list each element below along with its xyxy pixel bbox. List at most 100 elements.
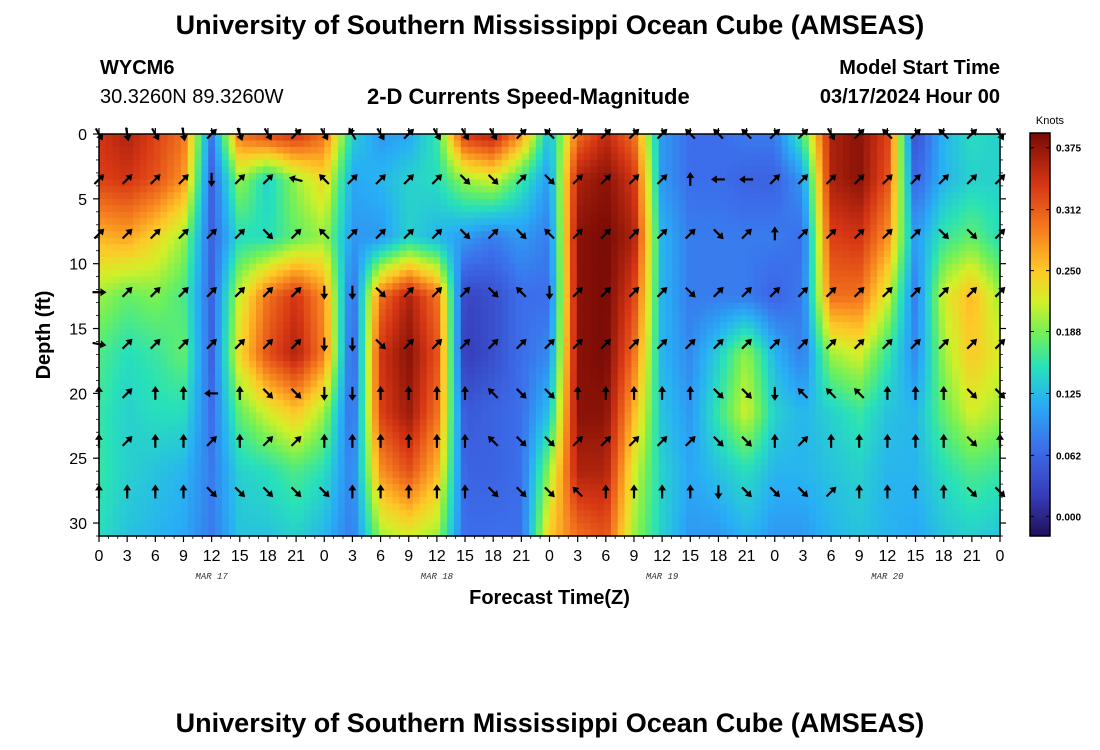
heatmap-cell	[542, 205, 551, 213]
heatmap-cell	[399, 393, 407, 401]
heatmap-cell	[372, 510, 380, 518]
heatmap-cell	[160, 529, 168, 537]
heatmap-cell	[201, 276, 209, 284]
heatmap-cell	[604, 250, 612, 258]
heatmap-cell	[474, 198, 482, 206]
heatmap-cell	[139, 192, 148, 200]
heatmap-cell	[529, 432, 537, 440]
heatmap-cell	[276, 373, 284, 381]
heatmap-cell	[358, 425, 366, 433]
heatmap-cell	[501, 289, 510, 297]
heatmap-cell	[590, 224, 598, 232]
heatmap-cell	[535, 179, 544, 187]
heatmap-cell	[187, 477, 196, 485]
heatmap-cell	[139, 484, 148, 492]
heatmap-cell	[412, 393, 421, 401]
heatmap-cell	[365, 328, 373, 336]
heatmap-cell	[324, 458, 332, 466]
heatmap-cell	[337, 484, 346, 492]
heatmap-cell	[631, 237, 639, 245]
heatmap-cell	[146, 159, 155, 168]
heatmap-cell	[208, 425, 216, 433]
heatmap-cell	[515, 425, 523, 433]
heatmap-cell	[358, 503, 366, 511]
heatmap-cell	[126, 283, 134, 291]
heatmap-cell	[583, 367, 592, 375]
heatmap-cell	[440, 516, 448, 524]
heatmap-cell	[351, 250, 359, 258]
heatmap-cell	[194, 419, 202, 427]
heatmap-cell	[235, 347, 243, 356]
heatmap-cell	[337, 140, 346, 148]
heatmap-cell	[290, 140, 298, 148]
heatmap-cell	[221, 257, 230, 265]
heatmap-cell	[610, 263, 619, 271]
heatmap-cell	[235, 302, 243, 310]
heatmap-cell	[119, 270, 127, 278]
heatmap-cell	[215, 445, 223, 453]
heatmap-cell	[535, 166, 544, 174]
heatmap-cell	[324, 153, 332, 161]
heatmap-cell	[146, 218, 155, 226]
heatmap-cell	[174, 367, 182, 375]
heatmap-cell	[249, 276, 257, 284]
heatmap-cell	[201, 335, 209, 343]
heatmap-cell	[249, 451, 257, 459]
heatmap-cell	[638, 497, 646, 505]
heatmap-cell	[290, 302, 298, 310]
heatmap-cell	[440, 477, 448, 485]
heatmap-cell	[290, 484, 298, 492]
heatmap-cell	[174, 263, 182, 271]
heatmap-cell	[99, 322, 107, 330]
heatmap-cell	[406, 283, 414, 291]
heatmap-cell	[453, 458, 462, 466]
heatmap-cell	[119, 153, 127, 161]
heatmap-cell	[310, 205, 319, 213]
heatmap-cell	[303, 490, 312, 498]
heatmap-cell	[583, 309, 592, 317]
heatmap-cell	[583, 146, 592, 155]
heatmap-cell	[385, 185, 394, 193]
heatmap-cell	[242, 250, 250, 258]
heatmap-cell	[174, 134, 182, 142]
heatmap-cell	[174, 341, 182, 349]
heatmap-cell	[119, 516, 127, 524]
heatmap-cell	[290, 445, 298, 453]
heatmap-cell	[139, 302, 148, 310]
heatmap-cell	[310, 510, 319, 518]
heatmap-cell	[283, 185, 291, 193]
heatmap-cell	[467, 198, 476, 206]
heatmap-cell	[310, 179, 319, 187]
heatmap-cell	[604, 153, 612, 161]
heatmap-cell	[440, 192, 448, 200]
heatmap-cell	[549, 451, 557, 459]
heatmap-cell	[139, 464, 148, 472]
heatmap-cell	[597, 464, 605, 472]
heatmap-cell	[126, 529, 134, 537]
heatmap-cell	[406, 276, 414, 284]
heatmap-cell	[324, 412, 332, 420]
heatmap-cell	[433, 146, 441, 155]
heatmap-cell	[447, 484, 455, 492]
heatmap-cell	[139, 283, 148, 291]
heatmap-cell	[412, 367, 421, 375]
heatmap-cell	[583, 231, 592, 239]
heatmap-cell	[378, 438, 387, 446]
heatmap-cell	[631, 192, 639, 200]
heatmap-cell	[426, 516, 435, 524]
heatmap-cell	[235, 399, 243, 407]
heatmap-cell	[365, 419, 373, 427]
heatmap-cell	[372, 373, 380, 381]
heatmap-cell	[242, 367, 250, 375]
heatmap-cell	[467, 263, 476, 271]
heatmap-cell	[412, 380, 421, 388]
heatmap-cell	[535, 134, 544, 142]
heatmap-cell	[133, 367, 141, 375]
heatmap-cell	[631, 380, 639, 388]
heatmap-cell	[351, 218, 359, 226]
heatmap-cell	[392, 237, 400, 245]
heatmap-cell	[399, 529, 407, 537]
heatmap-cell	[351, 328, 359, 336]
heatmap-cell	[99, 185, 107, 193]
heatmap-cell	[119, 510, 127, 518]
